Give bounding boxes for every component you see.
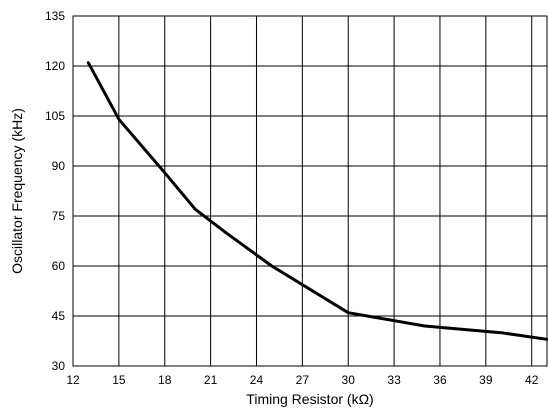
y-axis-label: Oscillator Frequency (kHz) (9, 108, 25, 274)
x-tick-label: 33 (387, 373, 401, 387)
grid-lines (72, 15, 547, 367)
y-tick-labels: 30 45 60 75 90 105 120 135 (45, 9, 65, 373)
y-tick-label: 135 (45, 9, 65, 23)
y-tick-label: 75 (52, 209, 66, 223)
x-tick-labels: 12 15 18 21 24 27 30 33 36 39 42 (66, 373, 538, 387)
y-tick-label: 105 (45, 109, 65, 123)
x-tick-label: 21 (204, 373, 218, 387)
y-tick-label: 45 (52, 309, 66, 323)
x-tick-label: 15 (112, 373, 126, 387)
y-tick-label: 30 (52, 359, 66, 373)
y-tick-label: 60 (52, 259, 66, 273)
y-tick-label: 120 (45, 59, 65, 73)
plot-frame (72, 15, 548, 367)
x-tick-label: 24 (250, 373, 264, 387)
series-line-0 (86, 61, 548, 341)
x-tick-label: 18 (158, 373, 172, 387)
x-axis-label: Timing Resistor (kΩ) (246, 391, 373, 407)
series-group (86, 61, 548, 341)
x-tick-label: 39 (479, 373, 493, 387)
x-tick-label: 30 (342, 373, 356, 387)
x-tick-label: 12 (66, 373, 80, 387)
x-tick-label: 42 (525, 373, 539, 387)
x-tick-label: 27 (296, 373, 310, 387)
y-tick-label: 90 (52, 159, 66, 173)
x-tick-label: 36 (433, 373, 447, 387)
